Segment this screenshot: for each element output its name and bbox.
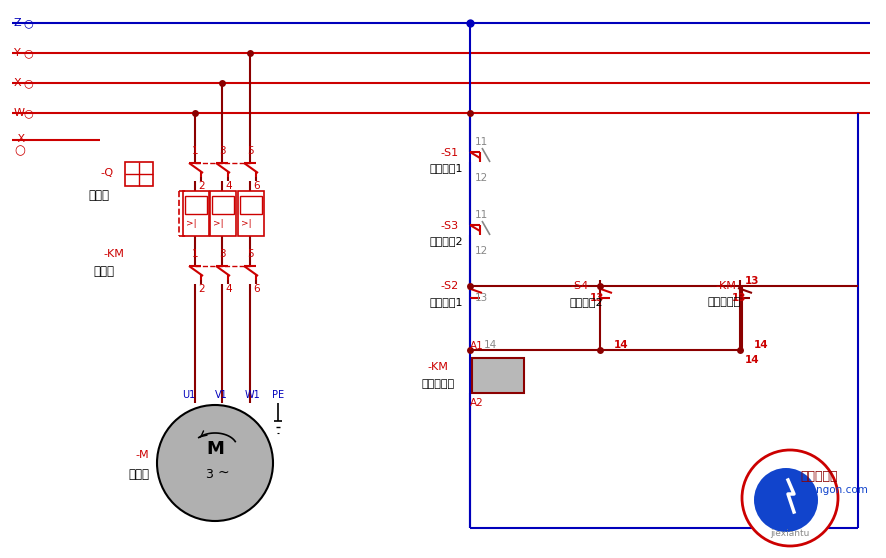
Text: >|: >| <box>241 219 252 228</box>
Text: 4: 4 <box>225 284 231 294</box>
Text: 接触器: 接触器 <box>93 264 114 277</box>
Circle shape <box>742 450 837 546</box>
Text: W1: W1 <box>245 390 260 400</box>
Bar <box>212 195 234 214</box>
Circle shape <box>157 405 273 521</box>
Text: 1: 1 <box>191 249 198 259</box>
Text: 12: 12 <box>475 173 487 183</box>
Text: ○: ○ <box>23 18 33 28</box>
Text: 13: 13 <box>475 293 487 303</box>
Bar <box>183 191 209 236</box>
Text: -KM: -KM <box>426 362 447 372</box>
Text: 3: 3 <box>205 469 213 482</box>
Text: 13: 13 <box>744 276 758 286</box>
Text: 电动机: 电动机 <box>128 469 149 482</box>
Text: 启动按钮1: 启动按钮1 <box>430 297 463 307</box>
Text: ○: ○ <box>14 145 25 157</box>
Text: -Q: -Q <box>100 168 113 178</box>
Text: -S1: -S1 <box>439 148 457 158</box>
Text: jiexiantu: jiexiantu <box>769 528 809 537</box>
Text: 停止按钮2: 停止按钮2 <box>430 236 463 246</box>
Text: ○: ○ <box>23 48 33 58</box>
Bar <box>185 195 206 214</box>
Text: 13: 13 <box>589 293 604 303</box>
Text: 6: 6 <box>253 284 260 294</box>
Text: -X: -X <box>14 134 25 144</box>
Bar <box>210 191 236 236</box>
Bar <box>237 191 264 236</box>
Text: 14: 14 <box>753 340 768 350</box>
Text: 12: 12 <box>475 246 487 256</box>
Circle shape <box>753 468 817 532</box>
Bar <box>240 195 261 214</box>
Text: -S2: -S2 <box>439 281 458 291</box>
Text: 11: 11 <box>475 210 487 220</box>
Text: ○: ○ <box>23 78 33 88</box>
Text: ~: ~ <box>217 466 229 480</box>
Text: -M: -M <box>136 450 149 460</box>
Bar <box>471 358 524 393</box>
Text: M: M <box>206 440 223 458</box>
Text: 14: 14 <box>484 340 497 350</box>
Text: PE: PE <box>272 390 284 400</box>
Text: 14: 14 <box>613 340 628 350</box>
Text: 13: 13 <box>731 293 746 303</box>
Text: -S4: -S4 <box>570 281 587 291</box>
Text: 电工学习网: 电工学习网 <box>799 469 836 483</box>
Text: W: W <box>14 108 25 118</box>
Text: 启动按钮2: 启动按钮2 <box>570 297 603 307</box>
Text: 2: 2 <box>198 181 205 191</box>
Text: X: X <box>14 78 21 88</box>
Text: 接触器线圈: 接触器线圈 <box>422 379 455 389</box>
Text: 接触器常开: 接触器常开 <box>707 297 741 307</box>
Text: 5: 5 <box>246 146 253 156</box>
Text: U1: U1 <box>183 390 196 400</box>
Text: 1: 1 <box>191 146 198 156</box>
Text: A1: A1 <box>470 341 483 351</box>
Text: 3: 3 <box>219 249 225 259</box>
Text: V1: V1 <box>214 390 227 400</box>
Text: Y: Y <box>14 48 20 58</box>
Text: 4: 4 <box>225 181 231 191</box>
Text: 停止按钮1: 停止按钮1 <box>430 163 463 173</box>
Text: -S3: -S3 <box>439 221 457 231</box>
Text: Z: Z <box>14 18 21 28</box>
Text: 6: 6 <box>253 181 260 191</box>
Text: 14: 14 <box>744 355 758 365</box>
Text: 断路器: 断路器 <box>88 189 109 201</box>
Text: >|: >| <box>213 219 223 228</box>
Text: 2: 2 <box>198 284 205 294</box>
Text: diangon.com: diangon.com <box>799 485 867 495</box>
Text: A2: A2 <box>470 398 483 408</box>
Bar <box>125 162 152 186</box>
Text: 11: 11 <box>475 137 487 147</box>
Text: -KM: -KM <box>103 249 124 259</box>
Text: >|: >| <box>186 219 197 228</box>
Text: 5: 5 <box>246 249 253 259</box>
Text: 3: 3 <box>219 146 225 156</box>
Text: -KM: -KM <box>714 281 735 291</box>
Text: ○: ○ <box>23 108 33 118</box>
